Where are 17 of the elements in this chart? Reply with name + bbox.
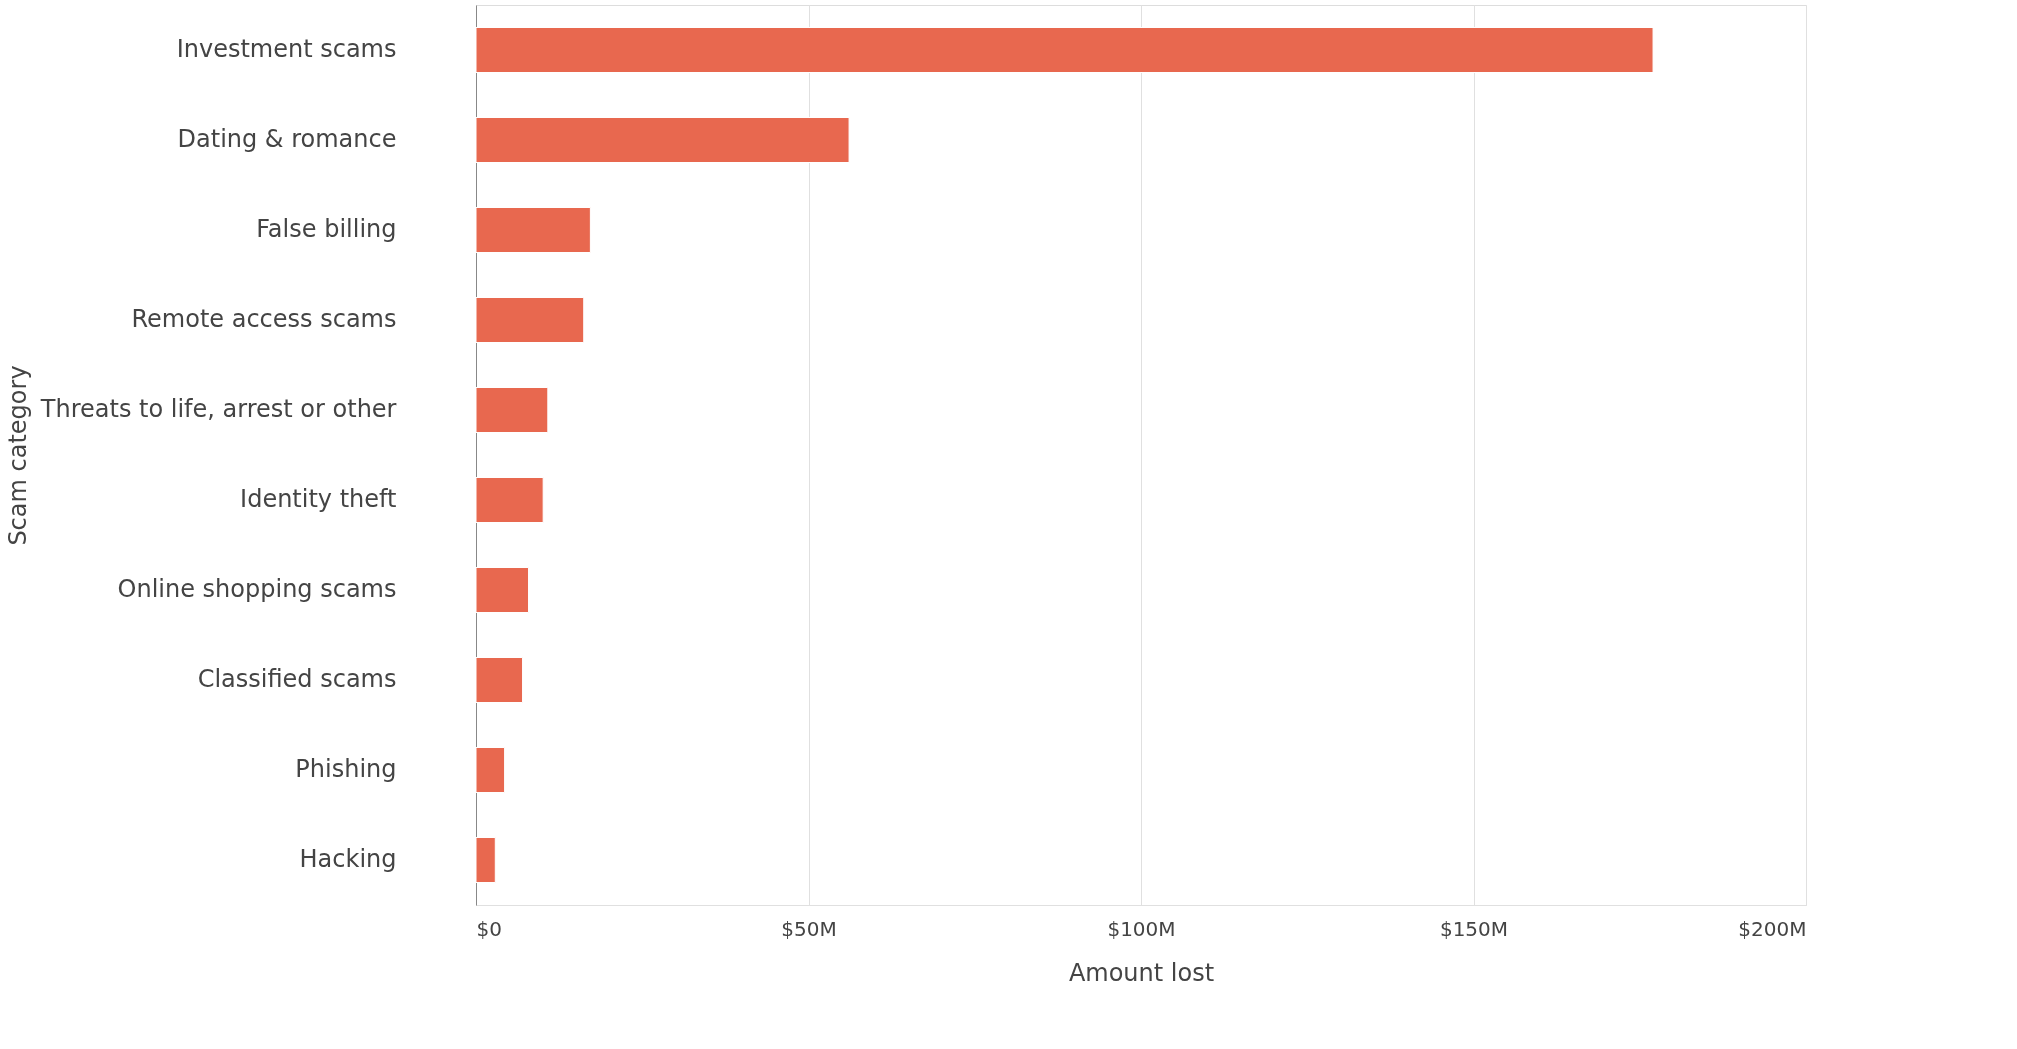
y-tick-label: Dating & romance — [177, 125, 397, 153]
y-tick-label: Investment scams — [176, 35, 397, 63]
x-tick-label: $150M — [1439, 916, 1509, 941]
x-tick-label: $100M — [1107, 916, 1176, 941]
y-tick-label: Phishing — [295, 755, 397, 783]
y-tick-label: False billing — [256, 215, 397, 243]
x-axis-title: Amount lost — [1068, 958, 1215, 987]
y-axis-title: Scam category — [3, 365, 32, 546]
y-tick-label: Threats to life, arrest or other — [39, 395, 397, 423]
y-tick-label: Online shopping scams — [117, 575, 397, 603]
y-tick-label: Classified scams — [197, 665, 397, 693]
y-tick-label: Hacking — [299, 845, 397, 873]
y-tick-label: Remote access scams — [131, 305, 397, 333]
x-tick-label: $0 — [476, 916, 502, 941]
x-tick-label: $200M — [1738, 916, 1807, 941]
y-tick-label: Identity theft — [240, 485, 397, 513]
x-tick-label: $50M — [781, 916, 837, 941]
